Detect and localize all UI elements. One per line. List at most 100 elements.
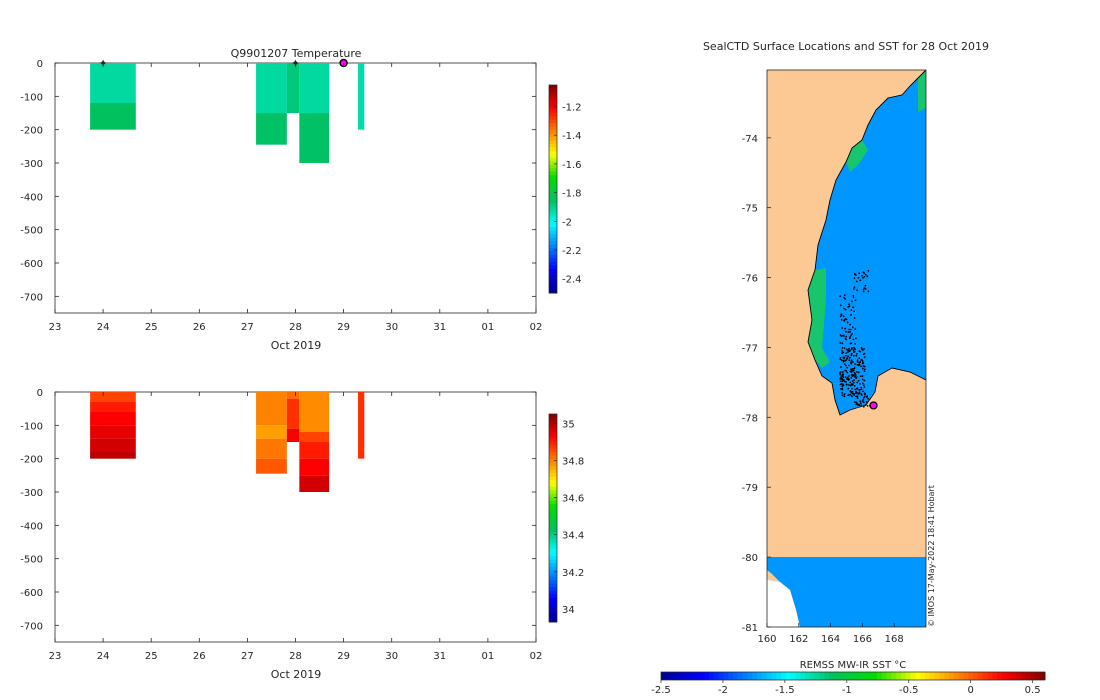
no-data-cells: [767, 580, 800, 627]
sst-colorbar-segment: [699, 672, 705, 680]
track-point: [847, 355, 849, 358]
colorbar-segment: [549, 521, 557, 526]
colorbar-segment: [549, 469, 557, 474]
sst-colorbar-segment: [1030, 672, 1036, 680]
colorbar-segment: [549, 251, 557, 256]
sst-colorbar-segment: [848, 672, 854, 680]
track-point: [859, 365, 862, 368]
x-tick-label: 25: [145, 651, 158, 662]
track-point: [858, 357, 861, 359]
temperature-y-ticks: 0 -100 -200 -300 -400 -500 -600 -700: [20, 59, 536, 303]
y-tick-label: -300: [20, 488, 43, 499]
track-point: [862, 361, 865, 364]
track-point: [840, 376, 842, 379]
track-point: [853, 277, 856, 280]
colorbar-segment: [549, 535, 557, 540]
track-point: [848, 347, 850, 350]
map-x-tick-label: 162: [789, 634, 808, 645]
track-point: [848, 303, 850, 305]
sst-colorbar-segment: [766, 672, 772, 680]
colorbar-segment: [549, 133, 557, 138]
colorbar-segment: [549, 258, 557, 263]
profile-0-layer-1: [90, 402, 136, 412]
track-point: [850, 361, 852, 363]
track-point: [856, 403, 859, 406]
map-x-tick-label: 168: [885, 634, 904, 645]
sst-colorbar-segment: [958, 672, 964, 680]
track-point: [856, 289, 858, 292]
colorbar-segment: [549, 102, 557, 107]
x-tick-label: 31: [433, 322, 446, 333]
x-tick-label: 23: [49, 651, 62, 662]
track-point: [853, 286, 856, 288]
track-point: [858, 391, 861, 394]
colorbar-segment: [549, 566, 557, 571]
track-point: [865, 401, 868, 403]
track-point: [852, 338, 855, 341]
y-tick-label: -400: [20, 192, 43, 203]
track-point: [847, 375, 850, 377]
track-point: [864, 284, 867, 287]
map-y-tick-label: -81: [742, 623, 758, 634]
sst-colorbar-segment: [934, 672, 940, 680]
track-point: [861, 349, 864, 351]
colorbar-tick-label: -2: [562, 217, 572, 228]
y-tick-label: -100: [20, 92, 43, 103]
colorbar-segment: [549, 417, 557, 422]
colorbar-segment: [549, 608, 557, 613]
track-point: [854, 299, 857, 302]
track-point: [857, 371, 860, 374]
colorbar-segment: [549, 573, 557, 578]
colorbar-segment: [549, 570, 557, 574]
track-point: [860, 346, 863, 349]
track-point: [866, 275, 869, 278]
colorbar-segment: [549, 441, 557, 446]
colorbar-segment: [549, 206, 557, 211]
colorbar-segment: [549, 195, 557, 200]
track-point: [843, 294, 846, 297]
profile-1-layer-1: [256, 113, 287, 145]
colorbar-segment: [549, 268, 557, 273]
track-point: [863, 356, 866, 359]
sst-colorbar-segment: [824, 672, 830, 680]
sst-colorbar-tick-label: -1: [842, 685, 852, 696]
track-point: [852, 373, 854, 376]
track-point: [844, 327, 847, 330]
track-point: [860, 358, 863, 361]
track-point: [849, 323, 852, 326]
track-point: [853, 384, 856, 387]
colorbar-segment: [549, 594, 557, 599]
track-point: [856, 397, 859, 400]
track-point: [845, 354, 847, 357]
colorbar-segment: [549, 445, 557, 450]
colorbar-segment: [549, 531, 557, 536]
sst-colorbar-segment: [973, 672, 979, 680]
track-point: [859, 279, 862, 282]
track-point: [847, 331, 850, 334]
track-point: [864, 404, 867, 406]
track-point: [865, 395, 868, 398]
track-point: [839, 371, 842, 373]
track-point: [851, 383, 853, 385]
track-point: [859, 361, 861, 364]
x-tick-label: 29: [337, 322, 350, 333]
colorbar-segment: [549, 137, 557, 141]
profile-1-layer-1: [256, 425, 287, 439]
sst-colorbar-segment: [733, 672, 739, 680]
track-point: [846, 371, 849, 374]
track-point: [863, 365, 866, 368]
x-tick-label: 26: [193, 322, 206, 333]
colorbar-tick-label: -2.4: [562, 275, 582, 286]
track-point: [857, 276, 860, 279]
profile-0-layer-3: [90, 425, 136, 439]
y-tick-label: -500: [20, 555, 43, 566]
colorbar-segment: [549, 109, 557, 114]
map-x-tick-label: 164: [821, 634, 840, 645]
sst-colorbar-segment: [843, 672, 849, 680]
colorbar-tick-label: -1.8: [562, 189, 582, 200]
track-point: [855, 377, 858, 380]
track-point: [854, 342, 857, 345]
track-point: [848, 356, 851, 359]
sst-colorbar-tick-label: -2: [718, 685, 728, 696]
